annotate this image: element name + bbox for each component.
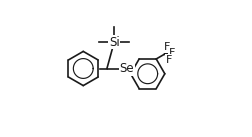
Text: F: F bbox=[169, 48, 175, 58]
Text: Si: Si bbox=[109, 36, 119, 49]
Text: F: F bbox=[164, 42, 170, 52]
Text: Se: Se bbox=[119, 62, 134, 75]
Text: F: F bbox=[166, 55, 172, 65]
